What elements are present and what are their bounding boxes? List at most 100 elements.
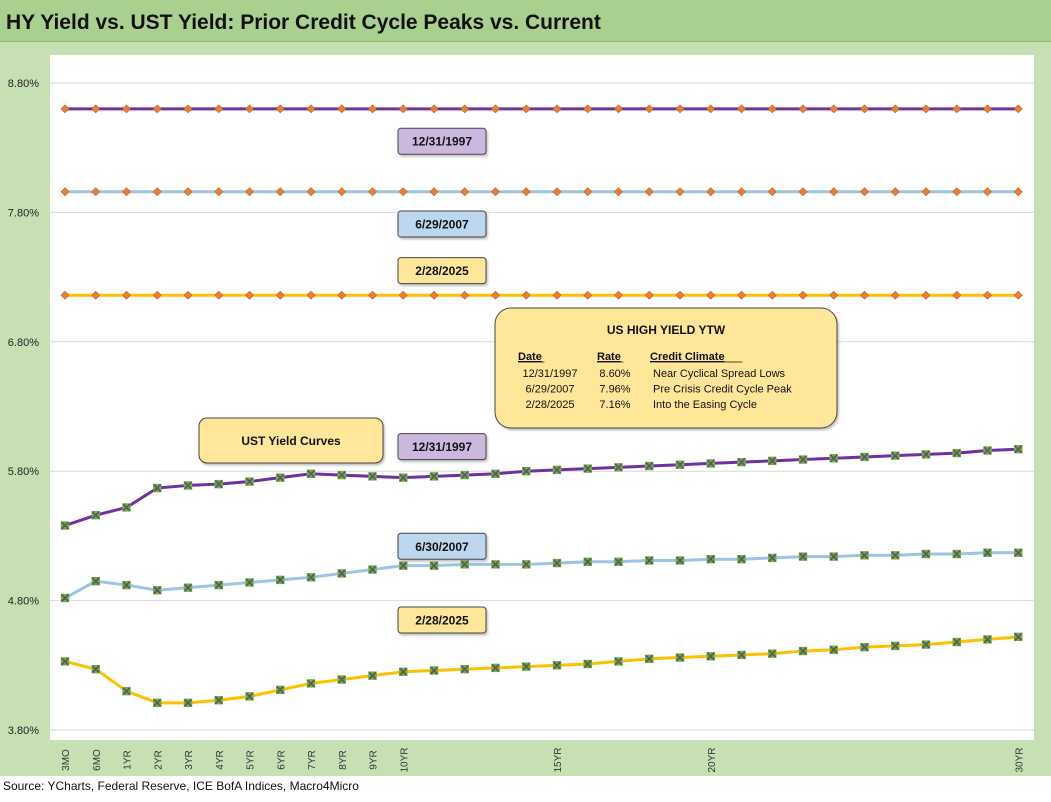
ust-point xyxy=(491,469,500,478)
ust-point xyxy=(798,552,808,561)
hy-point xyxy=(798,104,808,114)
hy-point xyxy=(552,290,562,300)
hy-point xyxy=(983,104,992,114)
ust-point xyxy=(860,551,869,560)
hy-point xyxy=(767,290,777,300)
date-label-box xyxy=(397,433,487,461)
hy-point xyxy=(890,290,900,300)
date-label-box xyxy=(397,532,487,560)
hy-point xyxy=(675,290,685,300)
x-tick-label: 5YR xyxy=(246,750,257,769)
ust-point xyxy=(491,560,500,569)
ytw-cell: Into the Easing Cycle xyxy=(653,399,757,411)
x-tick-label: 7YR xyxy=(307,750,318,769)
ust-point xyxy=(183,583,193,592)
hy-point xyxy=(706,187,716,197)
hy-point xyxy=(521,104,531,114)
hy-point xyxy=(860,104,869,114)
hy-point xyxy=(337,104,347,114)
ust-point xyxy=(276,685,285,695)
x-tick-label: 15YR xyxy=(553,747,564,772)
ust-point xyxy=(983,635,992,644)
y-tick-label: 8.80% xyxy=(8,78,39,90)
ytw-cell: 2/28/2025 xyxy=(526,399,575,411)
hy-point xyxy=(91,187,101,197)
hy-point xyxy=(921,290,931,300)
x-tick-label: 8YR xyxy=(338,750,349,769)
y-tick-label: 4.80% xyxy=(8,596,39,608)
hy-point xyxy=(644,187,654,197)
ust-point xyxy=(245,477,254,486)
ust-point xyxy=(399,667,408,676)
ust-point xyxy=(399,561,408,570)
hy-point xyxy=(583,187,593,197)
ust-point xyxy=(60,657,70,666)
ust-point xyxy=(891,641,900,651)
hy-point xyxy=(737,290,746,300)
ust-point xyxy=(245,692,254,701)
hy-point xyxy=(429,104,439,114)
ust-point xyxy=(552,661,562,670)
hy-point xyxy=(368,290,377,300)
date-label-text: 12/31/1997 xyxy=(412,440,472,454)
hy-point xyxy=(429,290,439,300)
hy-ytw-6-29-2007-label: 6/29/2007 xyxy=(397,210,487,238)
hy-point xyxy=(675,104,685,114)
ust-point xyxy=(122,580,131,590)
y-tick-label: 5.80% xyxy=(8,466,39,478)
hy-point xyxy=(368,104,377,114)
x-tick-label: 1YR xyxy=(123,750,134,769)
hy-point xyxy=(798,187,808,197)
ytw-cell: 8.60% xyxy=(599,368,630,380)
ust-12-31-1997-label: 12/31/1997 xyxy=(397,433,487,461)
ust-point xyxy=(768,649,777,658)
chart-title: HY Yield vs. UST Yield: Prior Credit Cyc… xyxy=(6,11,601,34)
ust-point xyxy=(798,455,808,464)
ust-point xyxy=(183,481,193,490)
ust-point xyxy=(768,553,777,563)
ust-point xyxy=(1014,548,1023,557)
hy-point xyxy=(275,187,285,197)
ust-point xyxy=(306,679,316,688)
ust-point xyxy=(91,510,100,520)
hy-point xyxy=(398,290,408,300)
hy-point xyxy=(860,290,869,300)
ust-point xyxy=(1014,632,1023,642)
ust-12-31-1997-line xyxy=(64,447,1019,527)
ust-point xyxy=(921,450,931,459)
ust-point xyxy=(122,503,131,512)
ust-point xyxy=(829,552,838,561)
hy-point xyxy=(91,290,101,300)
hy-point xyxy=(521,290,531,300)
date-label-text: 2/28/2025 xyxy=(415,264,469,278)
ust-point xyxy=(460,560,469,569)
hy-point xyxy=(614,187,623,197)
ust-point xyxy=(675,556,685,565)
ust-point xyxy=(522,662,531,671)
ust-point xyxy=(337,569,346,578)
hy-point xyxy=(491,104,500,114)
ust-point xyxy=(737,457,746,467)
ust-point xyxy=(737,554,746,564)
ust-box-bg xyxy=(198,417,384,464)
hy-point xyxy=(767,187,777,197)
ust-point xyxy=(552,558,562,568)
ytw-header: Credit Climate xyxy=(650,351,725,363)
ust-point xyxy=(368,565,377,574)
title-bar: HY Yield vs. UST Yield: Prior Credit Cyc… xyxy=(0,0,1051,42)
ust-point xyxy=(921,549,931,559)
hy-point xyxy=(152,187,162,197)
ust-point xyxy=(860,452,869,462)
x-tick-label: 3MO xyxy=(61,749,72,771)
hy-point xyxy=(122,104,131,114)
hy-point xyxy=(337,187,347,197)
hy-point xyxy=(706,290,716,300)
ust-point xyxy=(921,640,931,649)
date-label-text: 12/31/1997 xyxy=(412,135,472,149)
hy-point xyxy=(890,104,900,114)
hy-point xyxy=(706,104,716,114)
hy-point xyxy=(460,187,470,197)
ust-point xyxy=(337,470,346,480)
date-label-text: 6/29/2007 xyxy=(415,218,469,232)
